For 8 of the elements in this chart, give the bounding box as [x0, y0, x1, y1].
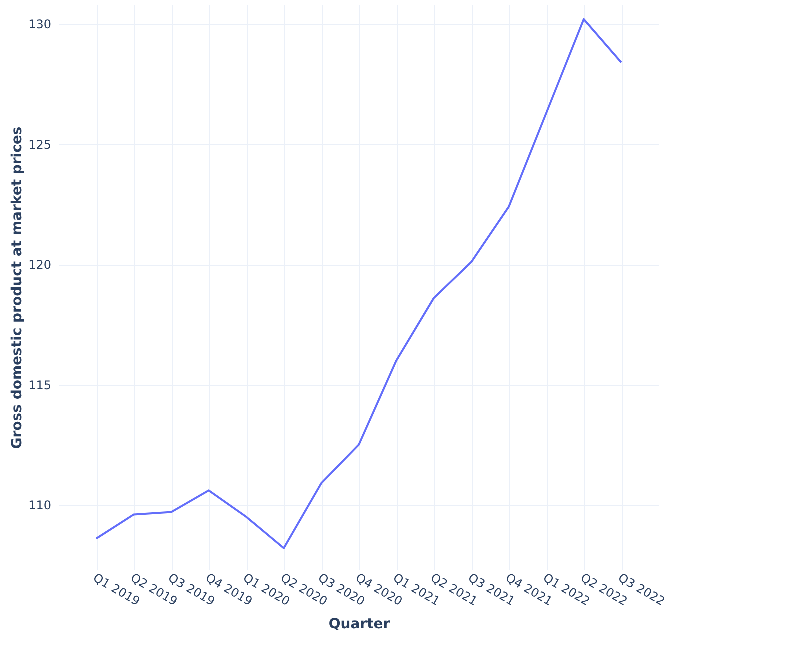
y-axis-title: Gross domestic product at market prices — [10, 126, 26, 450]
y-tick-label: 125 — [28, 138, 52, 152]
line-series — [96, 18, 622, 550]
x-axis-title: Quarter — [328, 616, 390, 633]
y-tick-label: 120 — [28, 258, 52, 272]
y-tick-label: 130 — [28, 18, 52, 32]
y-tick-label: 115 — [28, 378, 52, 392]
y-tick-label: 110 — [28, 498, 52, 513]
